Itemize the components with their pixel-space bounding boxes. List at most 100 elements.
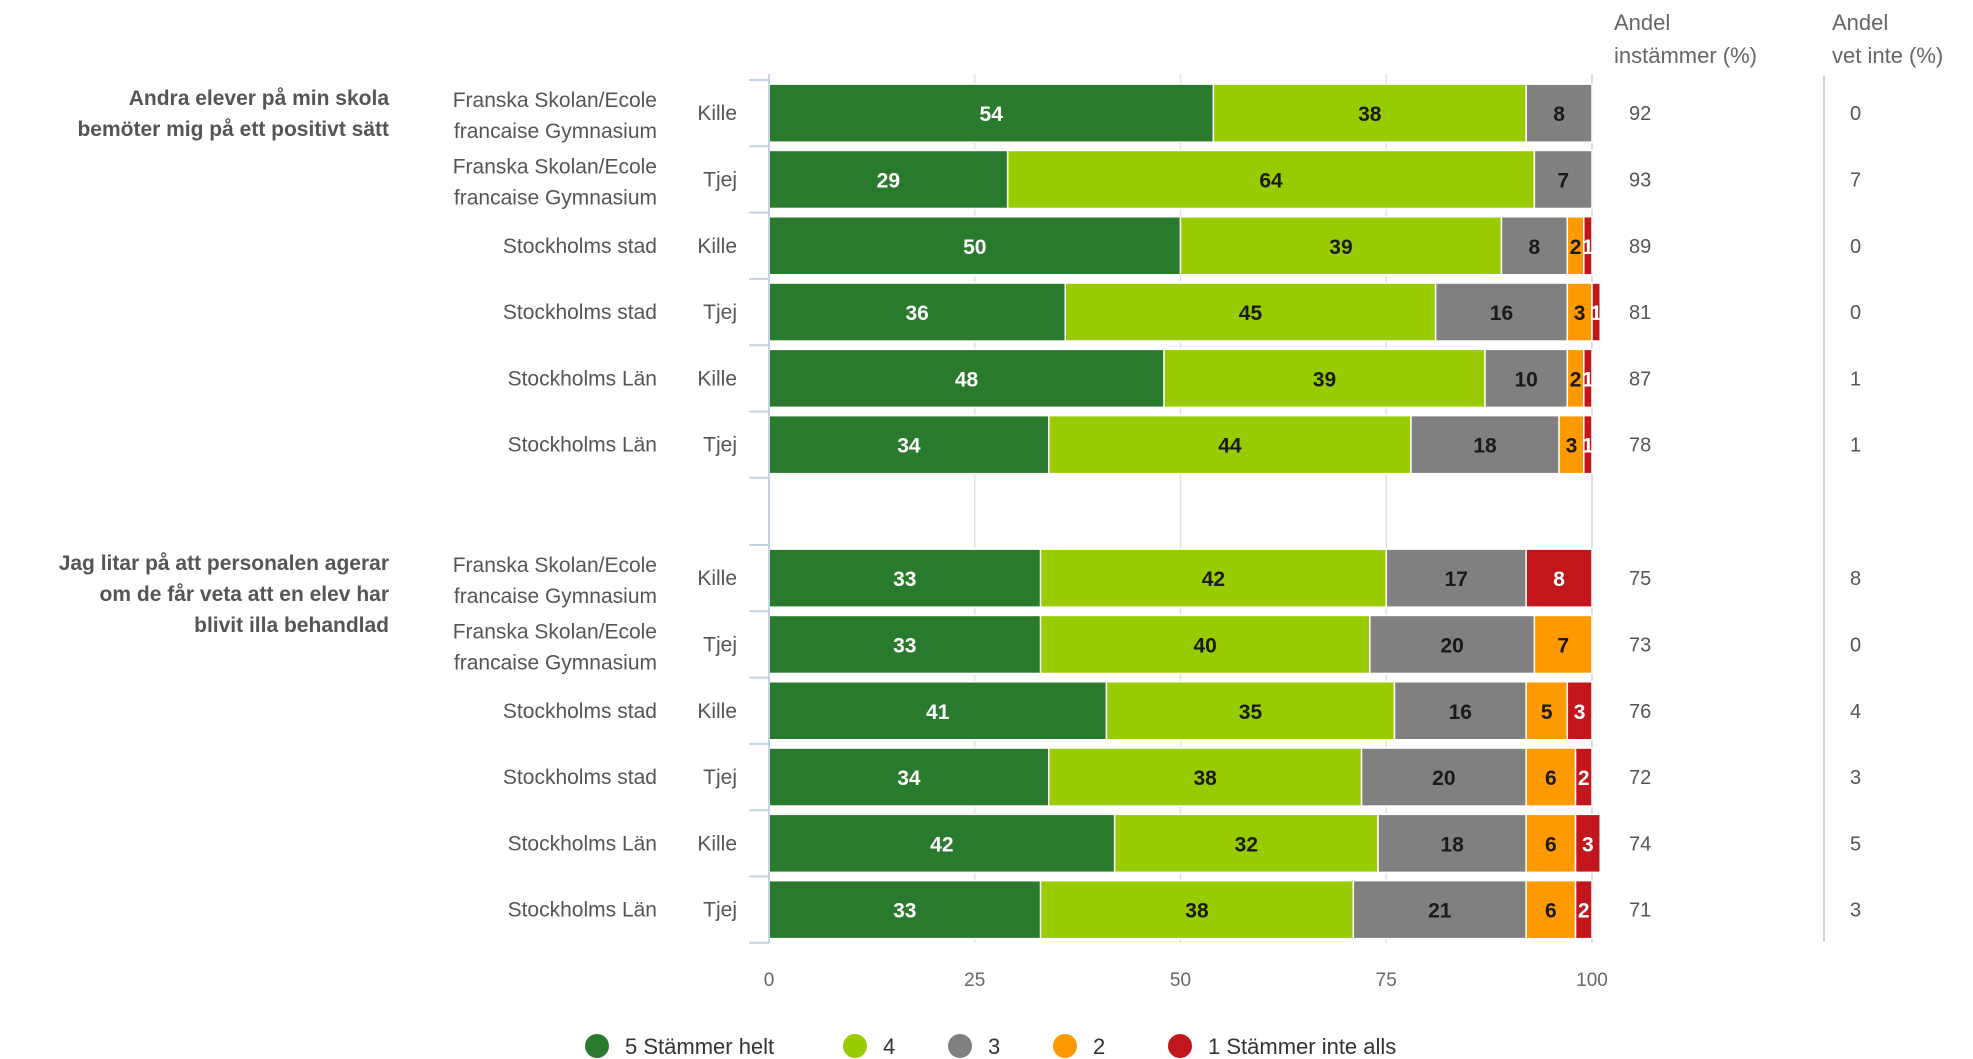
gender-label: Tjej <box>703 168 737 191</box>
legend: 5 Stämmer helt 4 3 2 1 Stämmer inte alls <box>585 1034 1396 1059</box>
bar-segment <box>1006 149 1536 210</box>
andel-vet-inte-value: 1 <box>1850 435 1861 457</box>
gender-label: Tjej <box>703 633 737 656</box>
data-label: 33 <box>893 900 916 923</box>
question-label: om de får veta att en elev har <box>100 583 389 606</box>
bar-segment <box>768 747 1050 807</box>
data-label: 36 <box>905 302 928 325</box>
data-label: 8 <box>1553 103 1565 126</box>
school-label: Stockholms Län <box>508 832 657 855</box>
school-label: francaise Gymnasium <box>454 120 657 143</box>
data-label: 54 <box>980 103 1004 126</box>
data-label: 6 <box>1545 900 1557 923</box>
bar-segment <box>1048 747 1363 807</box>
data-label: 6 <box>1545 833 1557 856</box>
bar-segment <box>1574 879 1593 940</box>
school-label: Stockholms stad <box>503 766 657 789</box>
legend-marker <box>948 1034 972 1058</box>
data-label: 2 <box>1578 767 1590 790</box>
data-label: 3 <box>1566 435 1578 458</box>
data-label: 7 <box>1557 169 1569 192</box>
legend-marker <box>585 1034 609 1058</box>
bar-segment <box>1377 813 1527 874</box>
legend-marker <box>1053 1034 1077 1058</box>
data-label: 2 <box>1570 236 1582 259</box>
bar-segment <box>1574 747 1593 807</box>
bar-segment <box>1434 282 1569 342</box>
x-axis: 0 25 50 75 100 <box>749 74 1608 991</box>
legend-marker <box>1168 1034 1192 1058</box>
bar-segment <box>1533 614 1593 675</box>
bar-segment <box>1574 813 1601 874</box>
bar-segment <box>768 282 1067 342</box>
x-tick-label: 100 <box>1576 970 1608 991</box>
data-label: 1 <box>1582 368 1594 391</box>
data-label: 5 <box>1541 701 1553 724</box>
bar-segment <box>1525 83 1593 143</box>
legend-label: 3 <box>988 1034 1000 1059</box>
data-label: 1 <box>1582 236 1594 259</box>
column-header-andel-instammer: Andel <box>1614 10 1670 35</box>
data-label: 3 <box>1582 833 1594 856</box>
data-label: 3 <box>1574 302 1586 325</box>
legend-label: 2 <box>1093 1034 1105 1059</box>
data-label: 17 <box>1445 568 1468 591</box>
data-label: 21 <box>1428 900 1452 923</box>
bar-segment <box>1500 216 1569 276</box>
bar-segment <box>1583 216 1593 276</box>
bar-segment <box>1385 548 1527 608</box>
data-label: 18 <box>1473 435 1497 458</box>
gender-label: Kille <box>697 567 737 590</box>
column-header-andel-vet-inte: Andel <box>1832 10 1888 35</box>
gender-label: Kille <box>697 367 737 390</box>
andel-vet-inte-value: 0 <box>1850 103 1861 125</box>
bar-segment <box>768 614 1042 675</box>
data-label: 0 <box>1594 634 1606 657</box>
side-columns: Andel instämmer (%) Andel vet inte (%) 92 0 93… <box>1614 10 1943 942</box>
bar-segment <box>1566 681 1593 741</box>
data-label: 44 <box>1218 435 1242 458</box>
andel-instammer-value: 71 <box>1629 900 1651 922</box>
bar-segment <box>1410 414 1560 475</box>
data-label: 8 <box>1529 236 1541 259</box>
bar-segment <box>1583 414 1593 475</box>
data-label: 42 <box>1202 568 1225 591</box>
school-label: francaise Gymnasium <box>454 186 657 209</box>
x-tick-label: 0 <box>764 970 775 991</box>
andel-vet-inte-value: 0 <box>1850 236 1861 258</box>
data-label: 2 <box>1578 900 1590 923</box>
bar-segment <box>1039 879 1355 940</box>
school-label: Stockholms Län <box>508 367 657 390</box>
school-label: Franska Skolan/Ecole <box>453 554 657 577</box>
school-label: Stockholms Län <box>508 434 657 457</box>
gender-label: Tjej <box>703 899 737 922</box>
data-label: 10 <box>1514 368 1537 391</box>
andel-vet-inte-value: 8 <box>1850 568 1861 590</box>
data-label: 0 <box>1594 169 1606 192</box>
gender-label: Kille <box>697 102 737 125</box>
andel-instammer-value: 76 <box>1629 701 1651 723</box>
gender-label: Kille <box>697 235 737 258</box>
bar-segment <box>1583 348 1593 409</box>
data-label: 1 <box>1582 435 1594 458</box>
andel-instammer-value: 75 <box>1629 568 1651 590</box>
bar-segment <box>1525 548 1593 608</box>
data-label: 33 <box>893 634 916 657</box>
data-label: 16 <box>1490 302 1513 325</box>
school-label: Stockholms stad <box>503 235 657 258</box>
bar-segment <box>768 414 1050 475</box>
data-label: 29 <box>877 169 900 192</box>
data-label: 18 <box>1440 833 1464 856</box>
bar-segment <box>1525 879 1577 940</box>
data-label: 20 <box>1440 634 1463 657</box>
andel-instammer-value: 93 <box>1629 169 1651 191</box>
data-label: 6 <box>1545 767 1557 790</box>
question-label: Andra elever på min skola <box>129 87 390 110</box>
data-label: 7 <box>1557 634 1569 657</box>
data-label: 38 <box>1194 767 1218 790</box>
andel-vet-inte-value: 0 <box>1850 634 1861 656</box>
data-label: 34 <box>897 767 921 790</box>
bar-segment <box>1039 614 1371 675</box>
